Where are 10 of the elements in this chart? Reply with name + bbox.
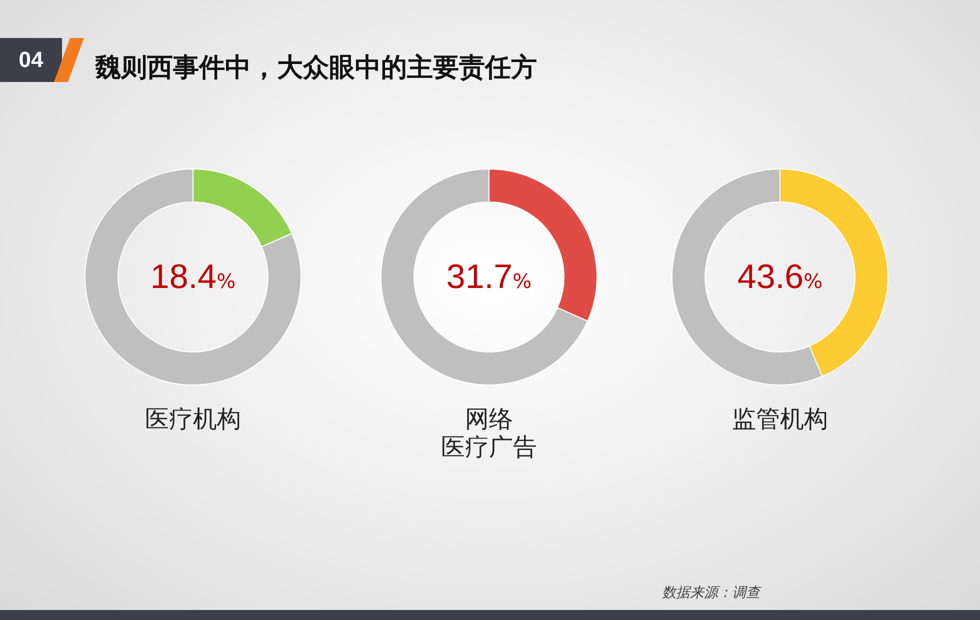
- text: 魏则西事件中，大众眼中的主要责任方: [95, 52, 537, 85]
- data-label: 18.4%: [150, 258, 236, 296]
- text: 04: [0, 38, 62, 82]
- source-note: 数据来源：调查: [662, 584, 760, 602]
- text: 医疗机构: [145, 405, 241, 433]
- data-label: 43.6%: [737, 258, 823, 296]
- text: 监管机构: [732, 405, 828, 433]
- data-label: 31.7%: [446, 258, 532, 296]
- text: 医疗广告: [441, 433, 537, 461]
- text: 网络: [465, 405, 513, 433]
